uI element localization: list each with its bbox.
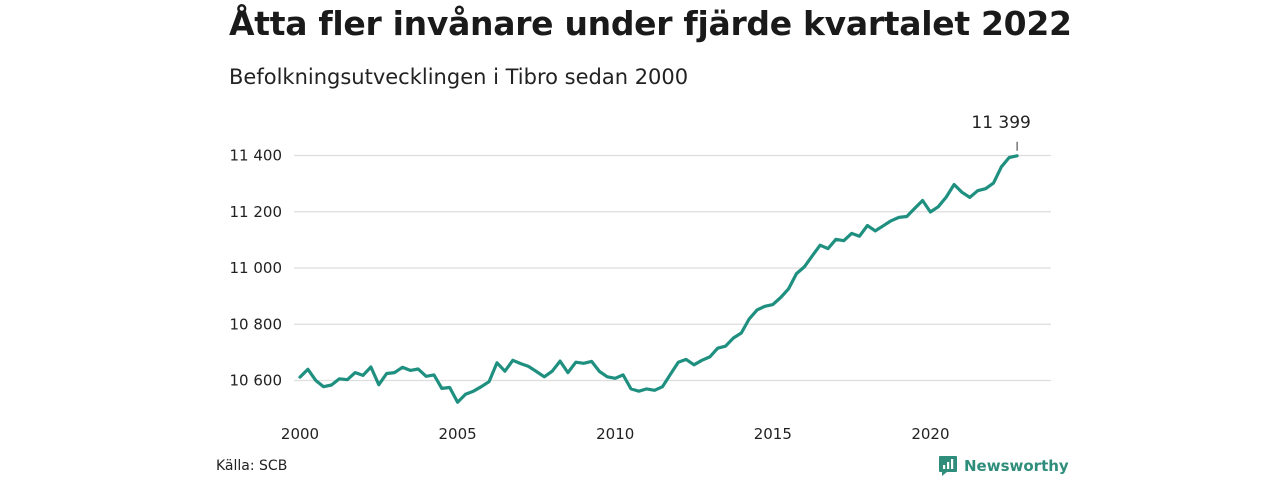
grid-lines (294, 154, 1051, 382)
y-tick-label: 11 400 (230, 147, 283, 165)
brand-name: Newsworthy (964, 457, 1069, 475)
chart-subtitle: Befolkningsutvecklingen i Tibro sedan 20… (229, 65, 689, 89)
y-tick-label: 11 200 (230, 203, 283, 221)
x-axis-tick-labels: 2000 2005 2010 2015 2020 (281, 425, 950, 443)
y-tick-label: 10 600 (230, 372, 283, 390)
newsworthy-logo-icon (939, 456, 957, 476)
x-tick-label: 2000 (281, 425, 319, 443)
series-group (298, 154, 1019, 404)
brand-logo[interactable]: Newsworthy (938, 455, 1069, 477)
chart-title: Åtta fler invånare under fjärde kvartale… (229, 4, 1072, 43)
x-tick-label: 2005 (439, 425, 477, 443)
annotation-group: 11 399 (971, 113, 1031, 151)
source-note: Källa: SCB (216, 458, 288, 474)
x-tick-label: 2020 (911, 425, 949, 443)
y-tick-label: 10 800 (230, 315, 283, 333)
last-value-label: 11 399 (971, 113, 1030, 133)
x-tick-label: 2010 (596, 425, 634, 443)
y-axis-tick-labels: 10 600 10 800 11 000 11 200 11 400 (230, 147, 283, 390)
y-tick-label: 11 000 (230, 259, 283, 277)
population-series-line (298, 154, 1019, 404)
x-tick-label: 2015 (754, 425, 792, 443)
